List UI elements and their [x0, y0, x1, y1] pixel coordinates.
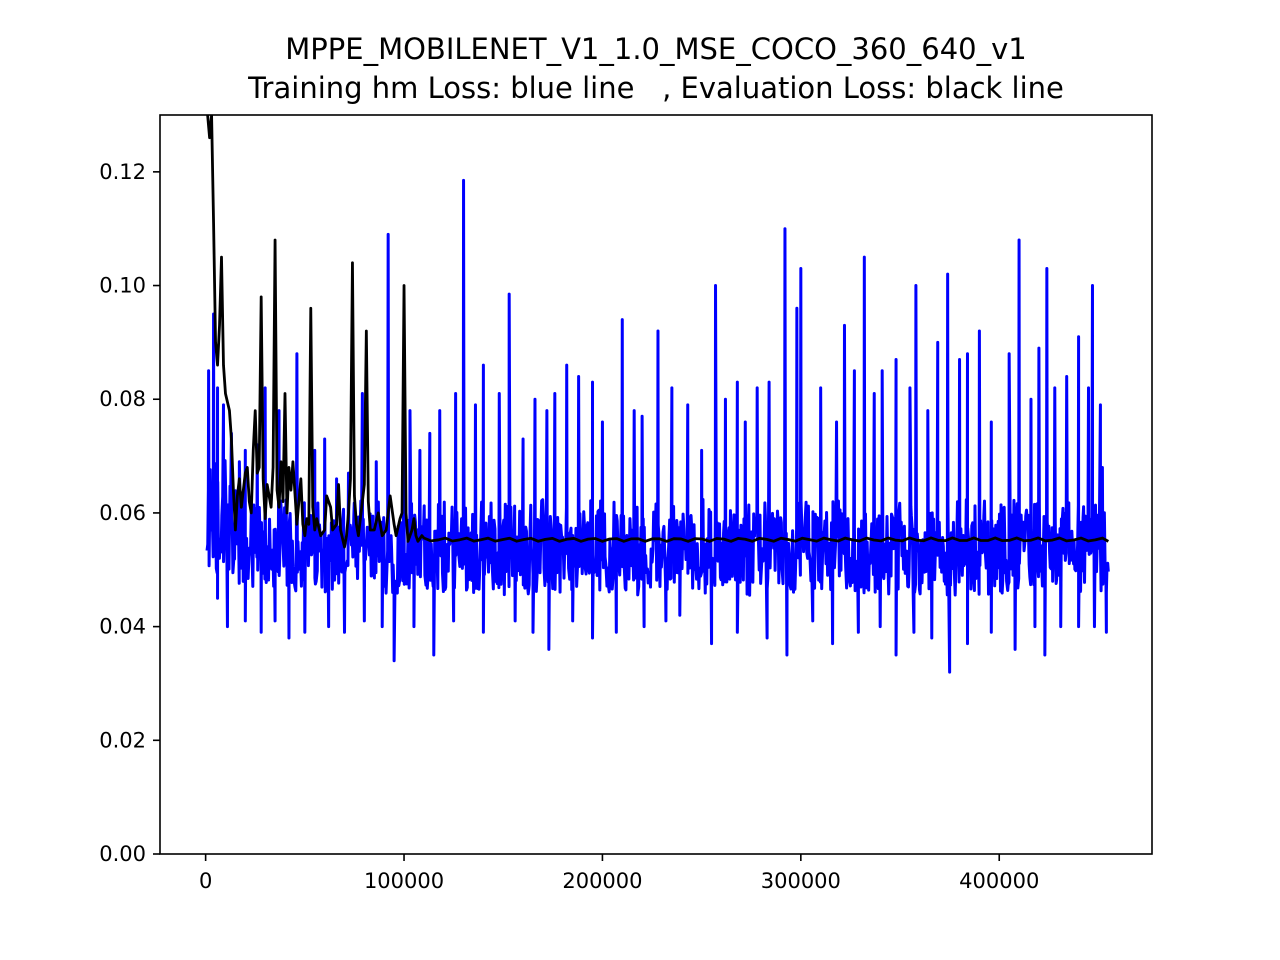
- x-tick-label: 0: [199, 869, 212, 893]
- series-layer: [205, 115, 1110, 674]
- chart-subtitle: Training hm Loss: blue line , Evaluation…: [247, 71, 1064, 105]
- y-tick-label: 0.02: [99, 728, 146, 752]
- x-tick-label: 300000: [761, 869, 841, 893]
- y-tick-label: 0.12: [99, 160, 146, 184]
- plot-frame: [159, 114, 1153, 855]
- y-tick-label: 0.10: [99, 274, 146, 298]
- axes-layer: 0 100000 200000 300000 400000 0.00 0.02 0.04 0.0…: [99, 114, 1153, 893]
- x-tick-label: 200000: [562, 869, 642, 893]
- y-tick-label: 0.00: [99, 842, 146, 866]
- y-tick-label: 0.06: [99, 501, 146, 525]
- evaluation-loss-line: [206, 115, 1110, 549]
- x-tick-label: 400000: [959, 869, 1039, 893]
- x-tick-label: 100000: [364, 869, 444, 893]
- chart-title: MPPE_MOBILENET_V1_1.0_MSE_COCO_360_640_v…: [285, 32, 1026, 66]
- y-tick-label: 0.04: [99, 615, 146, 639]
- y-tick-label: 0.08: [99, 387, 146, 411]
